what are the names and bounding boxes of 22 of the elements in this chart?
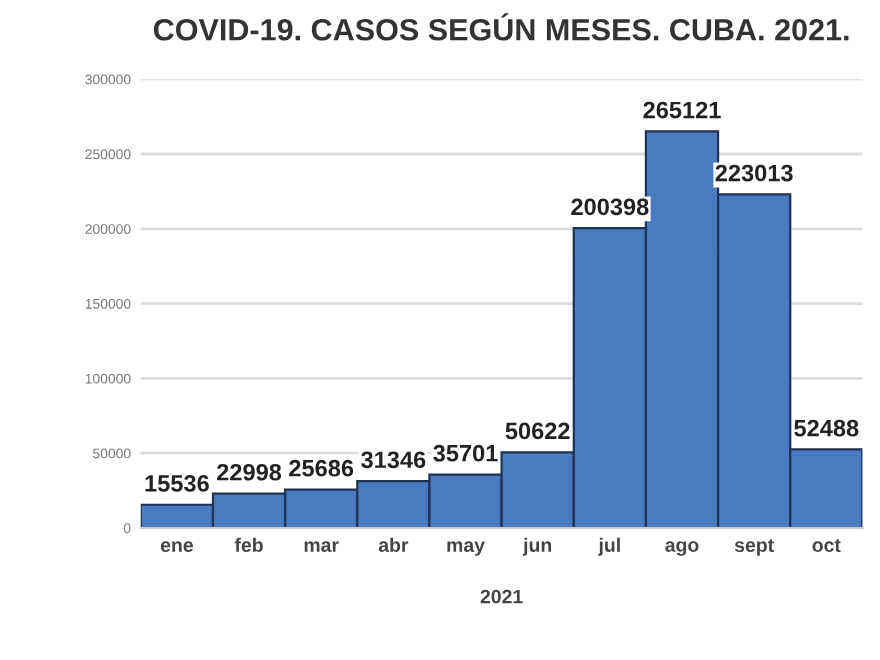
x-axis-title: 2021 bbox=[480, 589, 523, 604]
data-label: 25686 bbox=[289, 459, 354, 477]
data-label: 223013 bbox=[715, 164, 793, 182]
data-label: 15536 bbox=[145, 475, 209, 492]
x-tick-label: oct bbox=[812, 539, 841, 552]
x-tick-label: sept bbox=[734, 539, 774, 556]
data-label: 31346 bbox=[361, 451, 426, 469]
chart-title: COVID-19. CASOS SEGÚN MESES. CUBA. 2021. bbox=[153, 13, 849, 41]
data-label: 200398 bbox=[571, 198, 649, 216]
data-label: 52488 bbox=[794, 419, 859, 437]
x-tick-label: ene bbox=[160, 541, 193, 552]
x-tick-label: jul bbox=[598, 537, 620, 556]
x-tick-label: jun bbox=[522, 537, 552, 556]
x-tick-label: may bbox=[447, 541, 485, 556]
data-label: 22998 bbox=[217, 463, 282, 481]
x-tick-label: ago bbox=[665, 541, 699, 556]
data-label: 35701 bbox=[433, 444, 498, 462]
x-tick-label: mar bbox=[304, 541, 339, 552]
x-tick-label: feb bbox=[234, 537, 263, 552]
data-label: 50622 bbox=[505, 422, 570, 440]
data-label: 265121 bbox=[643, 101, 721, 119]
x-tick-label: abr bbox=[378, 537, 409, 552]
